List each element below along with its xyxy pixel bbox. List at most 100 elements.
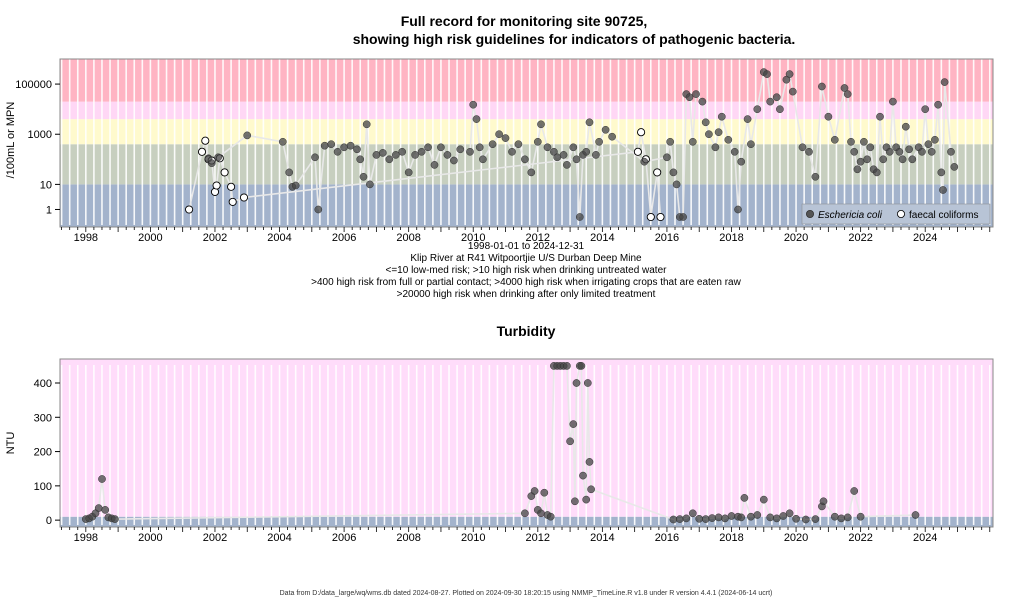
point-faecal-coliforms <box>228 197 237 206</box>
caption-line-2: Klip River at R41 Witpoortjie U/S Durban… <box>410 253 642 264</box>
point-data <box>530 487 539 495</box>
point-data <box>575 213 584 221</box>
point-data <box>456 145 465 154</box>
turbidity-plot-frame <box>59 358 994 528</box>
point-data <box>472 115 481 123</box>
point-data <box>585 458 594 466</box>
band-3 <box>60 101 993 120</box>
x-tick-label: 2012 <box>526 532 550 544</box>
point-data <box>411 151 419 159</box>
point-data <box>553 153 562 162</box>
point-data <box>285 168 294 177</box>
legend: Eschericia coli faecal coliforms <box>801 203 991 225</box>
point-data <box>708 514 716 522</box>
x-tick-label: 2014 <box>590 532 614 544</box>
x-tick-label: 2010 <box>461 232 485 244</box>
x-axis: 1998 2000 2002 2004 2006 2008 2010 2012 2014 2016… <box>61 227 991 244</box>
point-data <box>340 143 348 152</box>
x-tick-label: 2016 <box>655 532 679 544</box>
point-data <box>521 509 529 518</box>
point-data <box>682 514 691 523</box>
point-data <box>443 151 452 159</box>
point-data <box>908 155 917 164</box>
y-axis: 1 10 1000 100000 <box>15 79 60 216</box>
point-data <box>569 143 578 152</box>
point-data <box>540 488 549 497</box>
x-tick-label: 2020 <box>784 532 808 544</box>
point-data <box>818 82 826 91</box>
point-faecal-coliforms <box>633 147 642 156</box>
turbidity-title: Turbidity <box>497 323 556 339</box>
point-data <box>571 497 579 506</box>
point-data <box>663 153 671 162</box>
point-data <box>327 140 336 149</box>
point-data <box>495 130 503 139</box>
point-data <box>278 137 287 146</box>
point-data <box>717 112 726 121</box>
point-data <box>927 147 936 156</box>
point-data <box>727 512 736 520</box>
x-tick-label: 2004 <box>267 232 291 244</box>
point-data <box>714 128 723 137</box>
point-data <box>214 153 223 162</box>
point-data <box>111 515 119 523</box>
point-data <box>924 140 933 149</box>
point-data <box>830 512 839 521</box>
point-data <box>417 147 426 156</box>
point-data <box>792 514 800 523</box>
point-data <box>885 147 894 156</box>
point-data <box>763 70 771 78</box>
point-data <box>372 151 381 159</box>
point-data <box>779 512 788 520</box>
point-data <box>879 155 888 164</box>
legend-box <box>801 203 991 225</box>
point-data <box>579 471 587 480</box>
x-tick-label: 2008 <box>396 232 420 244</box>
point-faecal-coliforms <box>646 212 655 222</box>
point-data <box>698 97 707 106</box>
point-data <box>582 147 591 156</box>
x-tick-label: 2004 <box>267 532 291 544</box>
point-data <box>939 186 947 194</box>
point-data <box>734 205 742 214</box>
point-data <box>721 514 729 523</box>
point-data <box>669 168 678 177</box>
point-data <box>711 143 720 152</box>
point-data <box>514 140 523 149</box>
point-data <box>705 130 713 139</box>
x-tick-label: 2008 <box>396 532 420 544</box>
point-data <box>385 155 394 164</box>
point-data <box>346 141 355 150</box>
point-data <box>937 168 946 177</box>
point-data <box>587 485 595 494</box>
point-data <box>766 513 775 522</box>
point-data <box>101 506 110 514</box>
point-data <box>701 118 710 127</box>
point-data <box>701 515 710 523</box>
point-faecal-coliforms <box>227 182 236 191</box>
point-data <box>805 147 813 156</box>
point-data <box>521 155 529 164</box>
point-data <box>94 504 103 512</box>
point-data <box>853 165 862 174</box>
point-data <box>243 131 252 140</box>
point-data <box>353 145 361 154</box>
x-tick-label: 2000 <box>138 232 162 244</box>
point-data <box>601 125 610 134</box>
point-data <box>918 147 926 156</box>
point-data <box>753 511 762 519</box>
point-data <box>592 151 600 159</box>
point-data <box>850 487 859 495</box>
caption-line-5: >20000 high risk when drinking after onl… <box>397 289 656 300</box>
point-data <box>772 93 781 102</box>
point-faecal-coliforms <box>212 181 221 190</box>
point-data <box>872 168 881 177</box>
point-data <box>895 147 904 156</box>
point-data <box>837 514 846 523</box>
x-tick-label: 2024 <box>913 532 937 544</box>
point-data <box>747 140 755 149</box>
y-tick-label: 1 <box>46 204 52 216</box>
point-data <box>359 172 368 181</box>
point-data <box>743 115 752 123</box>
